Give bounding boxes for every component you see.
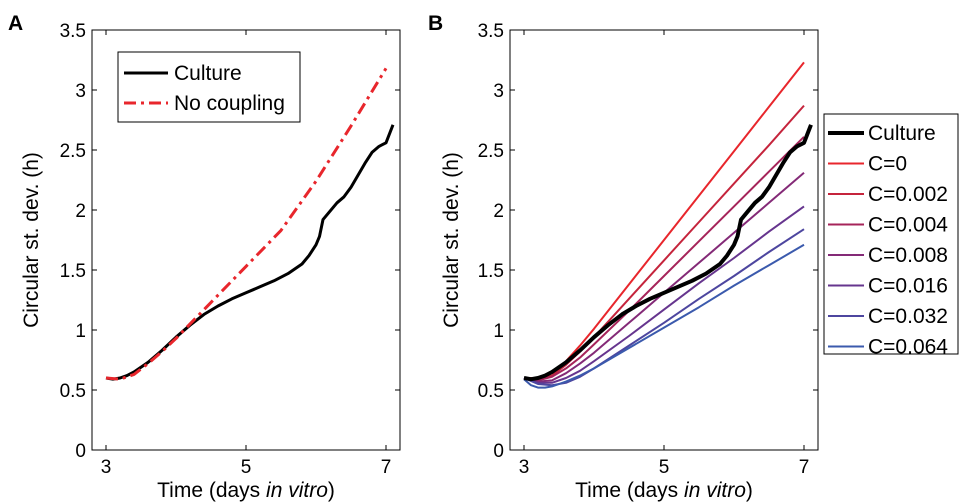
legend-b: Culture C=0 C=0.002 C=0.004 C=0.008 C=0.016 C=… bbox=[823, 113, 959, 359]
legend-a-box bbox=[117, 51, 301, 123]
xlabel-a-italic: in vitro bbox=[266, 479, 328, 502]
xlabel-a-suffix: ) bbox=[328, 479, 335, 502]
series-line-b-1 bbox=[524, 61, 805, 379]
legend-label-b-2: C=0.002 bbox=[868, 183, 948, 206]
ylabel-a: Circular st. dev. (h) bbox=[20, 152, 43, 328]
legend-label-a-1: No coupling bbox=[174, 92, 285, 115]
xtick-label-b: 3 bbox=[519, 457, 530, 478]
xtick-label-b: 7 bbox=[799, 457, 810, 478]
legend-label-b-5: C=0.016 bbox=[868, 275, 948, 298]
xlabel-b-italic: in vitro bbox=[684, 479, 746, 502]
xtick-label-a: 7 bbox=[381, 457, 392, 478]
legend-label-b-6: C=0.032 bbox=[868, 305, 948, 328]
ticks-b: 0 0.5 1 1.5 2 2.5 3 3.5 3 5 7 bbox=[478, 21, 818, 478]
panel-b: B 0 0.5 1 1.5 2 2.5 3 3.5 3 5 7 Circular st. dev. … bbox=[428, 12, 959, 502]
series-line-b-2 bbox=[523, 104, 805, 381]
legend-label-b-4: C=0.008 bbox=[868, 244, 948, 267]
legend-b-box bbox=[823, 113, 959, 355]
legend-a: Culture No coupling bbox=[117, 51, 301, 123]
legend-label-b-3: C=0.004 bbox=[868, 214, 948, 237]
xlabel-b: Time (days in vitro) bbox=[575, 479, 753, 502]
ytick-label-a: 0.5 bbox=[60, 381, 86, 402]
xtick-label-a: 5 bbox=[241, 457, 252, 478]
ytick-label-a: 1 bbox=[75, 321, 86, 342]
series-line-b-5 bbox=[523, 205, 805, 384]
ytick-label-a: 2.5 bbox=[60, 141, 86, 162]
series-line-b-0 bbox=[523, 124, 813, 382]
ytick-label-a: 1.5 bbox=[60, 261, 86, 282]
xtick-label-b: 5 bbox=[659, 457, 670, 478]
legend-label-a-0: Culture bbox=[174, 62, 242, 85]
ytick-label-b: 0.5 bbox=[478, 381, 504, 402]
legend-label-b-1: C=0 bbox=[868, 153, 907, 176]
legend-label-b-0: Culture bbox=[868, 122, 936, 145]
panel-label-a: A bbox=[8, 12, 23, 35]
legend-label-b-7: C=0.064 bbox=[868, 336, 948, 359]
ytick-label-a: 3 bbox=[75, 81, 86, 102]
series-line-a-0 bbox=[105, 124, 395, 381]
ytick-label-b: 3 bbox=[493, 81, 504, 102]
panel-label-b: B bbox=[428, 12, 443, 35]
ytick-label-b: 0 bbox=[493, 441, 504, 462]
ytick-label-b: 2.5 bbox=[478, 141, 504, 162]
ylabel-b: Circular st. dev. (h) bbox=[440, 152, 463, 328]
series-line-b-6 bbox=[523, 228, 805, 387]
ytick-label-b: 2 bbox=[493, 201, 504, 222]
xlabel-b-prefix: Time (days bbox=[575, 479, 684, 502]
series-line-b-3 bbox=[523, 136, 805, 382]
ytick-label-a: 0 bbox=[75, 441, 86, 462]
ytick-label-b: 3.5 bbox=[478, 21, 504, 42]
series-group-a bbox=[105, 67, 395, 381]
series-group-b bbox=[523, 61, 813, 389]
ytick-label-b: 1 bbox=[493, 321, 504, 342]
ticks-a: 0 0.5 1 1.5 2 2.5 3 3.5 3 5 7 bbox=[60, 21, 400, 478]
xlabel-a: Time (days in vitro) bbox=[157, 479, 335, 502]
xlabel-a-prefix: Time (days bbox=[157, 479, 266, 502]
series-line-a-1 bbox=[105, 67, 388, 381]
ytick-label-b: 1.5 bbox=[478, 261, 504, 282]
ytick-label-a: 2 bbox=[75, 201, 86, 222]
series-line-b-7 bbox=[523, 243, 805, 389]
ytick-label-a: 3.5 bbox=[60, 21, 86, 42]
panel-a: A 0 0.5 1 1.5 2 2.5 3 3.5 3 5 7 Circular st. dev. … bbox=[8, 12, 401, 502]
xtick-label-a: 3 bbox=[101, 457, 112, 478]
xlabel-b-suffix: ) bbox=[746, 479, 753, 502]
